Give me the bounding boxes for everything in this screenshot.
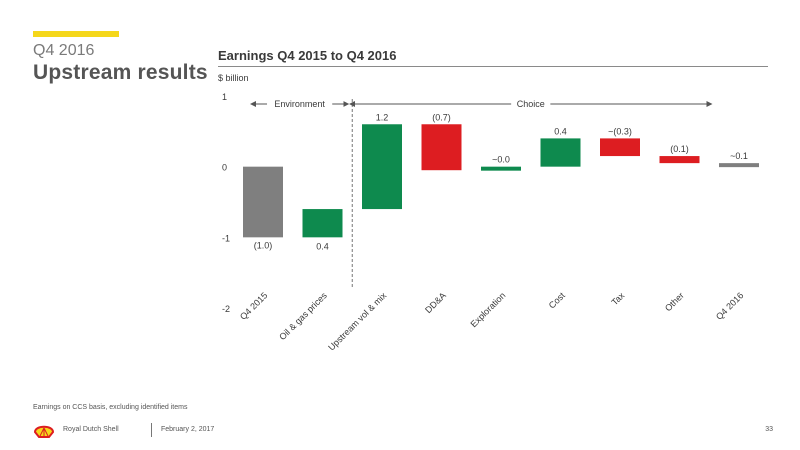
- footer-company: Royal Dutch Shell: [63, 426, 119, 433]
- category-label: Oil & gas prices: [277, 290, 329, 342]
- page-number: 33: [765, 426, 773, 433]
- category-label: Upstream vol & mix: [326, 290, 389, 353]
- bar-value-label: (0.1): [670, 144, 689, 154]
- bar-value-label: ~0.1: [730, 151, 748, 161]
- category-label: Q4 2015: [238, 290, 269, 321]
- bar-value-label: (0.7): [432, 112, 451, 122]
- bracket-label-bg: [511, 99, 551, 109]
- bar-value-label: ~0.0: [492, 155, 510, 165]
- footer: Royal Dutch Shell February 2, 2017 33: [33, 422, 773, 440]
- bar-value-label: (1.0): [254, 240, 273, 250]
- category-label: DD&A: [423, 290, 448, 315]
- y-tick-label: -2: [222, 304, 230, 314]
- category-label: Cost: [547, 290, 568, 311]
- slide-subtitle: Q4 2016: [33, 42, 95, 59]
- footer-separator: [151, 423, 152, 437]
- bar-value-label: 0.4: [316, 241, 329, 251]
- bracket-label: Environment: [274, 99, 325, 109]
- shell-logo-icon: [33, 425, 55, 438]
- bar: [243, 166, 283, 238]
- y-tick-label: -1: [222, 233, 230, 243]
- footnote: Earnings on CCS basis, excluding identif…: [33, 404, 188, 411]
- category-label: Exploration: [469, 290, 508, 329]
- bar: [421, 124, 462, 171]
- category-label: Q4 2016: [714, 290, 745, 321]
- bar-value-label: ~(0.3): [608, 126, 632, 136]
- title-rule: [218, 66, 768, 67]
- bar: [302, 209, 343, 238]
- bar: [659, 156, 700, 164]
- bar-value-label: 0.4: [554, 126, 567, 136]
- bar: [481, 166, 521, 171]
- y-axis-unit: $ billion: [218, 73, 249, 83]
- slide-title: Upstream results: [33, 61, 208, 84]
- bar: [540, 138, 581, 167]
- category-label: Tax: [609, 290, 626, 307]
- bar: [600, 138, 640, 157]
- chart-title: Earnings Q4 2015 to Q4 2016: [218, 48, 397, 63]
- category-label: Other: [663, 290, 686, 313]
- bar: [719, 163, 759, 168]
- y-tick-label: 1: [222, 92, 227, 102]
- footer-date: February 2, 2017: [161, 426, 215, 433]
- accent-bar: [33, 31, 119, 37]
- bracket-label: Choice: [517, 99, 545, 109]
- bar: [362, 124, 402, 210]
- bar-value-label: 1.2: [376, 112, 389, 122]
- bracket-label-bg: [267, 99, 333, 109]
- y-tick-label: 0: [222, 163, 227, 173]
